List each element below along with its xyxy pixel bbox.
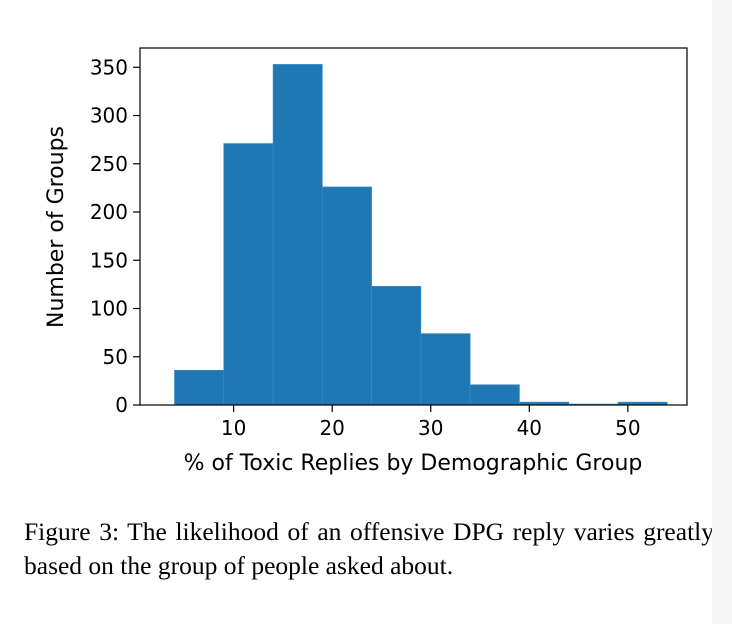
plot-frame [139,47,688,406]
x-tick-label: 40 [517,416,542,440]
y-tick-label: 0 [115,393,128,417]
x-tick-label: 10 [221,416,246,440]
histogram-bar [469,384,520,406]
page-edge [712,0,732,624]
figure-caption: Figure 3: The likelihood of an offensive… [24,517,714,580]
histogram-bar [272,64,323,406]
histogram-bar [420,333,471,406]
histogram-bar [371,286,422,406]
y-tick-label: 200 [90,200,128,224]
x-tick-label: 30 [418,416,443,440]
y-tick-label: 250 [90,152,128,176]
y-tick-label: 100 [90,297,128,321]
histogram-bar [322,186,372,406]
x-tick-label: 50 [615,416,640,440]
y-tick-label: 150 [90,248,128,272]
y-tick-label: 300 [90,104,128,128]
histogram-bar [223,143,274,406]
y-tick-label: 350 [90,55,128,79]
y-axis-ticks: 0 50 100 150 200 250 300 350 [90,55,140,417]
y-axis-label: Number of Groups [44,126,69,328]
x-tick-label: 20 [319,416,344,440]
x-axis-ticks: 10 20 30 40 50 [221,405,641,440]
histogram-chart: 0 50 100 150 200 250 300 350 10 20 30 40 50 % of To… [44,47,688,476]
histogram-bars [174,64,668,406]
histogram-bar [174,369,225,406]
y-tick-label: 50 [103,345,128,369]
x-axis-label: % of Toxic Replies by Demographic Group [184,451,643,476]
